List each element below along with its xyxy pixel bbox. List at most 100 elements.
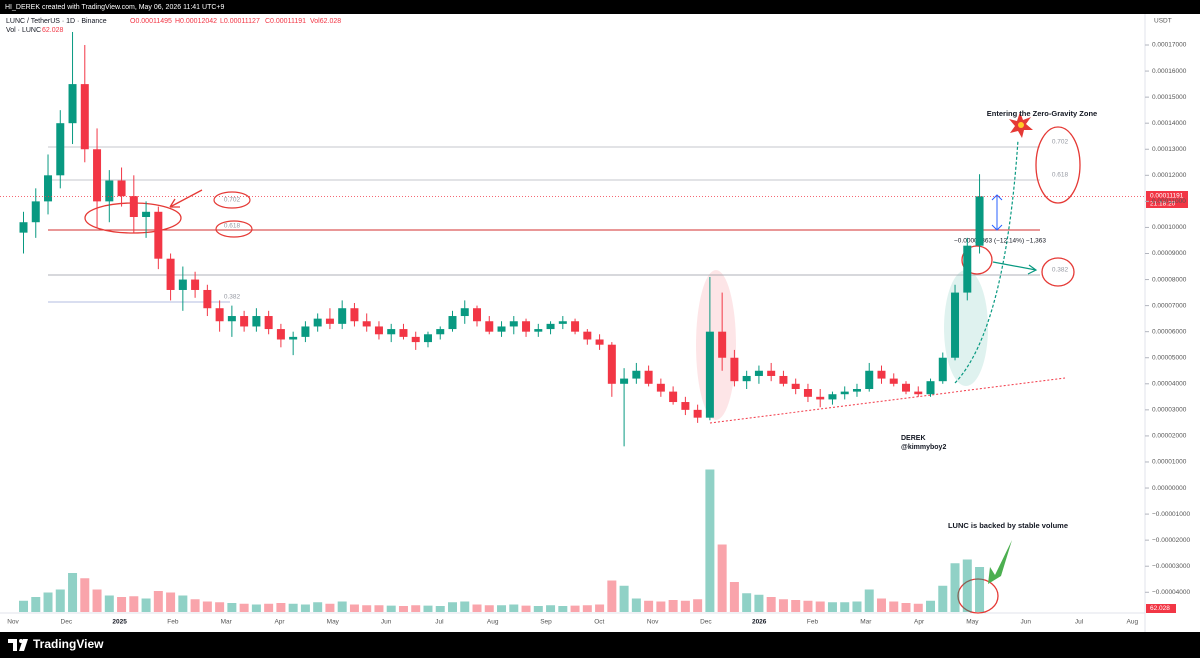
volume-bar	[472, 604, 482, 612]
fib-label: 0.702	[224, 197, 241, 204]
y-tick-label: 0.00001000	[1152, 459, 1187, 466]
y-tick-label: −0.00004000	[1152, 589, 1191, 596]
price-badge	[1146, 191, 1188, 208]
x-tick-label: Apr	[274, 619, 285, 626]
circle-mark	[961, 245, 993, 275]
y-tick-label: −0.00002000	[1152, 537, 1191, 544]
fib-label: 0.702	[1052, 139, 1069, 146]
candle-body	[730, 357, 739, 382]
volume-bar	[288, 603, 298, 612]
author: DEREK	[901, 435, 926, 442]
volume-bar	[693, 599, 703, 612]
candle-body	[902, 383, 911, 392]
volume-bar	[104, 595, 114, 612]
volume-bar	[938, 585, 948, 612]
candle-body	[914, 391, 923, 395]
volume-bar	[913, 603, 923, 612]
footer-brand: TradingView	[33, 637, 104, 651]
volume-bar	[313, 602, 323, 612]
candle-body	[779, 375, 788, 384]
highlight-ellipse	[696, 270, 736, 420]
volume-bar	[509, 604, 519, 612]
volume-bar	[546, 605, 556, 612]
candle-body	[975, 196, 984, 246]
volume-bar	[901, 603, 911, 612]
volume-bar	[337, 601, 347, 612]
y-tick-label: 0.00017000	[1152, 42, 1187, 49]
x-tick-label: Apr	[914, 619, 925, 626]
candle-body	[497, 326, 506, 332]
drawings	[48, 112, 1081, 614]
y-tick-label: −0.00001000	[1152, 511, 1191, 518]
circle-mark	[957, 578, 999, 614]
volume-bar	[827, 602, 837, 612]
volume-bar	[791, 600, 801, 612]
candle-body	[889, 378, 898, 384]
y-tick-label: 0.00007000	[1152, 302, 1187, 309]
volume-bar	[239, 603, 249, 612]
candle-body	[289, 336, 298, 340]
candle-body	[154, 211, 163, 259]
circle-mark	[1035, 126, 1081, 204]
volume-bar	[264, 603, 274, 612]
volume-bar	[889, 601, 899, 612]
countdown: 21:18:20	[1150, 201, 1176, 208]
candle-body	[19, 222, 28, 233]
candle-body	[865, 370, 874, 390]
candle-body	[828, 394, 837, 400]
candle-body	[767, 370, 776, 376]
candle-body	[852, 389, 861, 392]
candle-body	[411, 336, 420, 343]
x-tick-label: 2026	[752, 619, 767, 626]
candle-body	[350, 308, 359, 322]
candle-body	[93, 149, 102, 202]
candle-body	[571, 321, 580, 332]
volume-bar	[117, 597, 127, 612]
volume-bar	[876, 598, 886, 612]
y-tick-label: −0.00003000	[1152, 563, 1191, 570]
volume-bar	[300, 604, 310, 612]
candle-body	[423, 334, 432, 343]
measure-arrow	[991, 194, 1003, 231]
volume-bar	[497, 605, 507, 612]
candle-body	[436, 329, 445, 335]
candle-body	[105, 180, 114, 202]
volume-bar	[43, 592, 53, 612]
candle-body	[485, 321, 494, 332]
candle-body	[754, 370, 763, 376]
volume-bar	[975, 567, 985, 612]
legend-vol-name: Vol · LUNC	[6, 27, 41, 34]
volume-bar	[926, 600, 936, 612]
volume-bar	[656, 601, 666, 612]
x-tick-label: Jul	[1075, 619, 1084, 626]
candle-body	[448, 316, 457, 330]
candle-body	[546, 323, 555, 330]
candle-body	[56, 123, 65, 176]
x-tick-label: Feb	[167, 619, 179, 626]
x-tick-label: Nov	[647, 619, 659, 626]
logo	[19, 639, 23, 643]
candle-body	[460, 308, 469, 317]
candle-body	[595, 339, 604, 345]
arrow	[169, 189, 203, 208]
volume-bar	[778, 599, 788, 612]
volume-bar	[558, 606, 568, 612]
arrow	[988, 540, 1012, 584]
arrow	[992, 261, 1038, 275]
axis-unit: USDT	[1154, 18, 1172, 25]
y-tick-label: 0.00010000	[1152, 224, 1187, 231]
x-tick-label: Oct	[594, 619, 604, 626]
circle-mark	[213, 191, 251, 209]
x-tick-label: Jul	[435, 619, 444, 626]
x-tick-label: Aug	[1127, 619, 1139, 626]
candle-body	[522, 321, 531, 332]
candle-body	[276, 329, 285, 340]
candle-body	[44, 175, 53, 202]
volume-bar	[852, 601, 862, 612]
volume-bar	[276, 603, 286, 612]
volume-bar	[215, 602, 225, 612]
curve	[954, 139, 1019, 384]
x-tick-label: Mar	[221, 619, 233, 626]
volume-bar	[166, 592, 176, 612]
candle-body	[338, 308, 347, 324]
